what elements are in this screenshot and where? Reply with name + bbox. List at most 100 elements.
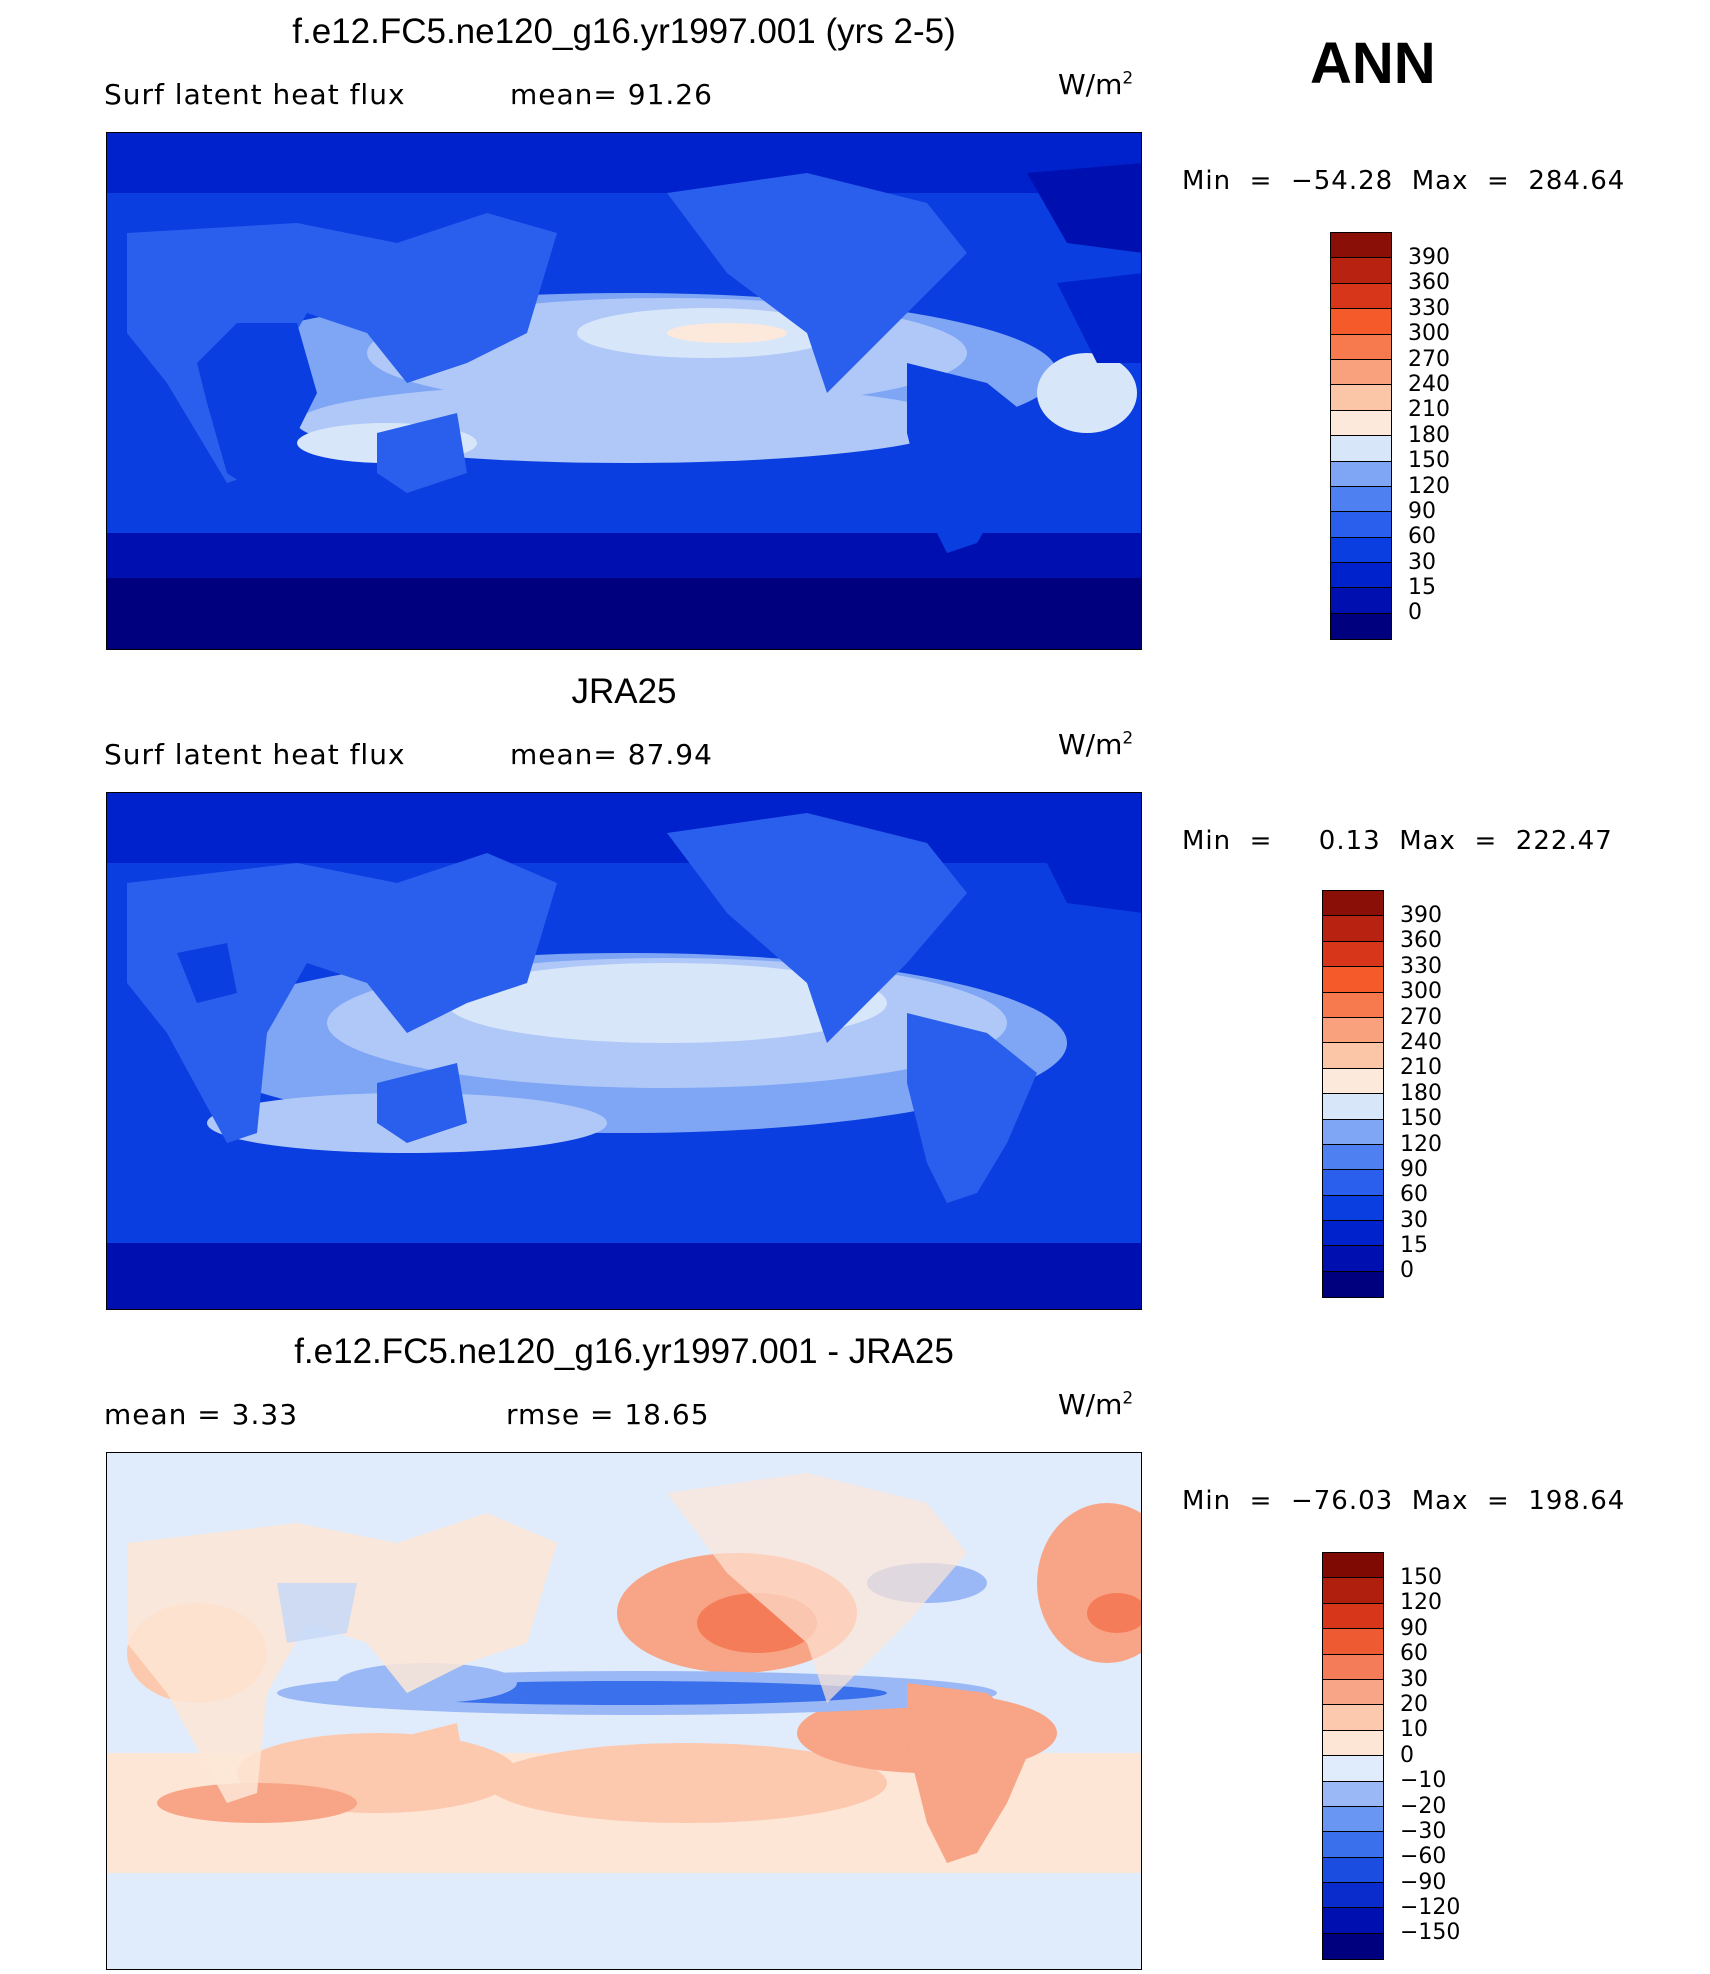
- panel-1-minmax: Min = −54.28 Max = 284.64: [1182, 166, 1626, 196]
- colorbar-swatch: [1331, 359, 1391, 386]
- panel-2-colorbar: [1322, 890, 1384, 1299]
- colorbar-swatch: [1323, 1756, 1383, 1782]
- colorbar-swatch: [1331, 283, 1391, 310]
- colorbar-swatch: [1331, 512, 1391, 538]
- panel-3-units: W/m2: [1058, 1388, 1134, 1421]
- colorbar-swatch: [1323, 1883, 1383, 1909]
- colorbar-swatch: [1323, 1857, 1383, 1884]
- colorbar-tick-label: −30: [1400, 1818, 1447, 1844]
- colorbar-swatch: [1323, 1195, 1383, 1222]
- panel-3-colorbar-labels: 150 120 90 60 30 20 10 0 −10 −20 −30 −60 −90 −120 −150: [1400, 1565, 1460, 1946]
- colorbar-swatch: [1323, 1246, 1383, 1272]
- colorbar-tick-label: 90: [1408, 498, 1436, 524]
- colorbar-swatch: [1323, 941, 1383, 968]
- panel-3-colorbar: [1322, 1552, 1384, 1961]
- panel-1-mean-label: mean= 91.26: [510, 78, 713, 111]
- colorbar-swatch: [1331, 563, 1391, 589]
- colorbar-swatch: [1323, 1094, 1383, 1120]
- colorbar-tick-label: 240: [1400, 1029, 1442, 1055]
- colorbar-swatch: [1323, 1043, 1383, 1069]
- colorbar-tick-label: 90: [1400, 1615, 1428, 1641]
- season-label: ANN: [1310, 31, 1436, 96]
- colorbar-tick-label: 90: [1400, 1156, 1428, 1182]
- panel-2-variable-label: Surf latent heat flux: [104, 738, 406, 771]
- colorbar-tick-label: 120: [1408, 473, 1450, 499]
- colorbar-tick-label: 270: [1408, 346, 1450, 372]
- colorbar-swatch: [1331, 258, 1391, 284]
- colorbar-tick-label: 300: [1408, 321, 1450, 347]
- panel-2-minmax: Min = 0.13 Max = 222.47: [1182, 826, 1613, 856]
- colorbar-tick-label: 180: [1400, 1080, 1442, 1106]
- colorbar-tick-label: −90: [1400, 1869, 1447, 1895]
- panel-1-map: [106, 132, 1142, 650]
- colorbar-swatch: [1323, 1603, 1383, 1630]
- colorbar-swatch: [1323, 1832, 1383, 1858]
- panel-3-minmax: Min = −76.03 Max = 198.64: [1182, 1486, 1626, 1516]
- colorbar-swatch: [1323, 1933, 1383, 1960]
- panel-3-mean-label: mean = 3.33: [104, 1398, 299, 1431]
- colorbar-tick-label: 30: [1400, 1207, 1428, 1233]
- colorbar-tick-label: 0: [1400, 1742, 1414, 1768]
- panel-2-title: JRA25: [571, 672, 677, 711]
- colorbar-swatch: [1331, 233, 1391, 259]
- colorbar-tick-label: 15: [1400, 1233, 1428, 1259]
- panel-3-title: f.e12.FC5.ne120_g16.yr1997.001 - JRA25: [294, 1332, 954, 1371]
- colorbar-swatch: [1331, 613, 1391, 640]
- colorbar-swatch: [1323, 1908, 1383, 1934]
- colorbar-swatch: [1323, 1781, 1383, 1807]
- colorbar-swatch: [1331, 385, 1391, 411]
- colorbar-tick-label: 120: [1400, 1590, 1442, 1616]
- colorbar-swatch: [1331, 588, 1391, 614]
- colorbar-swatch: [1323, 1017, 1383, 1044]
- colorbar-swatch: [1323, 1553, 1383, 1579]
- colorbar-tick-label: 15: [1408, 575, 1436, 601]
- colorbar-tick-label: 30: [1400, 1666, 1428, 1692]
- panel-1-variable-label: Surf latent heat flux: [104, 78, 406, 111]
- colorbar-tick-label: 360: [1400, 928, 1442, 954]
- colorbar-swatch: [1323, 1629, 1383, 1655]
- panel-3-map-field: [107, 1453, 1141, 1969]
- panel-1-title: f.e12.FC5.ne120_g16.yr1997.001 (yrs 2-5): [292, 12, 956, 51]
- colorbar-tick-label: 60: [1408, 524, 1436, 550]
- colorbar-tick-label: 240: [1408, 371, 1450, 397]
- colorbar-swatch: [1323, 1221, 1383, 1247]
- colorbar-tick-label: 180: [1408, 422, 1450, 448]
- colorbar-tick-label: −60: [1400, 1844, 1447, 1870]
- colorbar-swatch: [1323, 1144, 1383, 1171]
- colorbar-swatch: [1331, 410, 1391, 437]
- colorbar-tick-label: 10: [1400, 1717, 1428, 1743]
- colorbar-tick-label: 330: [1408, 295, 1450, 321]
- colorbar-tick-label: 210: [1408, 397, 1450, 423]
- colorbar-tick-label: 20: [1400, 1691, 1428, 1717]
- colorbar-tick-label: −120: [1400, 1895, 1461, 1921]
- colorbar-tick-label: −150: [1400, 1920, 1461, 1946]
- colorbar-swatch: [1323, 992, 1383, 1018]
- colorbar-tick-label: 270: [1400, 1004, 1442, 1030]
- panel-1-units: W/m2: [1058, 68, 1134, 101]
- panel-3-rmse-label: rmse = 18.65: [506, 1398, 710, 1431]
- panel-1-colorbar: [1330, 232, 1392, 641]
- colorbar-swatch: [1323, 1705, 1383, 1731]
- panel-2-colorbar-labels: 390 360 330 300 270 240 210 180 150 120 90 60 30 15 0: [1400, 903, 1442, 1284]
- colorbar-swatch: [1323, 1271, 1383, 1298]
- colorbar-tick-label: 150: [1400, 1106, 1442, 1132]
- panel-1-colorbar-labels: 390 360 330 300 270 240 210 180 150 120 90 60 30 15 0: [1408, 245, 1450, 626]
- colorbar-swatch: [1331, 461, 1391, 487]
- colorbar-swatch: [1323, 1730, 1383, 1757]
- colorbar-swatch: [1323, 1119, 1383, 1145]
- panel-2-map: [106, 792, 1142, 1310]
- colorbar-swatch: [1331, 334, 1391, 360]
- colorbar-tick-label: −20: [1400, 1793, 1447, 1819]
- colorbar-swatch: [1323, 891, 1383, 917]
- colorbar-tick-label: 30: [1408, 549, 1436, 575]
- colorbar-tick-label: 300: [1400, 979, 1442, 1005]
- colorbar-swatch: [1323, 967, 1383, 993]
- colorbar-swatch: [1323, 1679, 1383, 1706]
- panel-2-mean-label: mean= 87.94: [510, 738, 713, 771]
- panel-3-map: [106, 1452, 1142, 1970]
- colorbar-tick-label: 120: [1400, 1131, 1442, 1157]
- colorbar-tick-label: 210: [1400, 1055, 1442, 1081]
- colorbar-tick-label: 60: [1400, 1182, 1428, 1208]
- colorbar-tick-label: 60: [1400, 1641, 1428, 1667]
- colorbar-swatch: [1323, 1806, 1383, 1833]
